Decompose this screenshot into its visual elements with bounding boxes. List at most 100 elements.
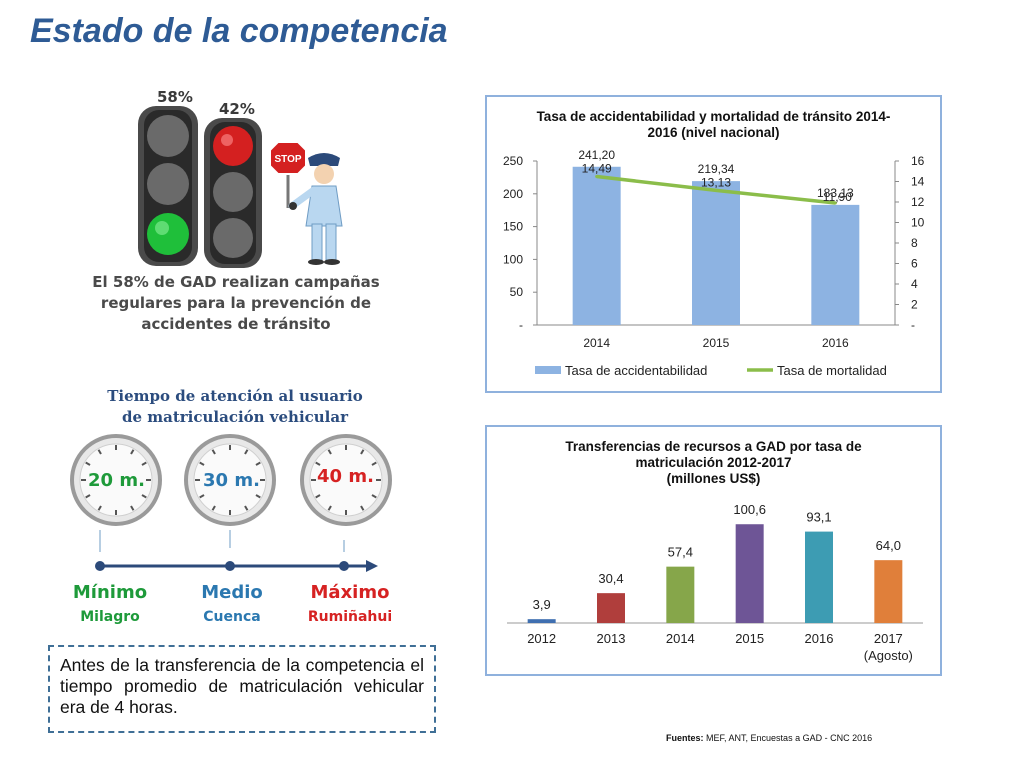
clock-tick [141, 494, 147, 499]
chart1-plot: - 50 100 150 200 250 - 2 4 6 8 10 12 14 16 241,20 2014 21… [503, 148, 925, 378]
chart2-x-tick-label: 2017 [874, 631, 903, 646]
stop-sign-label: STOP [274, 154, 301, 165]
clock-tick [130, 505, 135, 511]
clock-tick [97, 449, 102, 455]
clocks-illustration [70, 434, 392, 572]
chart2-bar [527, 619, 556, 623]
chart2-bar [805, 531, 833, 623]
chart1-legend-bar-swatch [535, 366, 561, 374]
chart1-x-tick-label: 2016 [822, 336, 849, 350]
clock-tick [327, 505, 332, 511]
chart2-bar [666, 566, 695, 623]
chart1-line-label: 14,49 [582, 161, 612, 175]
chart2-bar [597, 593, 625, 623]
sources-note: Fuentes: MEF, ANT, Encuestas a GAD - CNC… [666, 733, 872, 743]
chart1-bar [692, 181, 740, 325]
chart1-bar-label: 241,20 [578, 148, 615, 162]
traffic-light-red [204, 118, 262, 268]
chart1-bar [811, 204, 860, 325]
chart1-y-right-tick-label: 4 [911, 277, 918, 291]
clock-tick [371, 461, 377, 466]
note-box: Antes de la transferencia de la competen… [48, 645, 436, 733]
chart1-y-left-tick-label: 150 [503, 220, 523, 234]
level-min-city: Milagro [80, 609, 140, 625]
clock-tick [211, 449, 216, 455]
clock-icon-medio [184, 434, 276, 526]
chart-accident-mortality: Tasa de accidentabilidad y mortalidad de… [485, 95, 942, 393]
chart1-y-left-tick-label: 250 [503, 154, 523, 168]
clock-tick [199, 494, 205, 499]
chart-transfers: Transferencias de recursos a GAD por tas… [485, 425, 942, 676]
level-medio-name: Medio [201, 582, 263, 603]
chart2-bar-label: 3,9 [533, 597, 551, 612]
chart2-title-line2: matriculación 2012-2017 [635, 455, 792, 470]
sources-label: Fuentes: [666, 733, 704, 743]
chart1-y-right-tick-label: 8 [911, 236, 918, 250]
clock-tick [244, 505, 249, 511]
clock-icon-min [70, 434, 162, 526]
clock-tick [85, 494, 91, 499]
chart2-x-tick-label: 2016 [805, 631, 834, 646]
chart1-y-right-tick-label: 6 [911, 257, 918, 271]
chart2-title-line1: Transferencias de recursos a GAD por tas… [565, 439, 862, 454]
level-medio: Medio Cuenca [177, 582, 287, 625]
clock-tick [130, 449, 135, 455]
level-max-name: Máximo [310, 582, 390, 603]
chart1-legend-bar-label: Tasa de accidentabilidad [565, 363, 707, 378]
chart1-bar-label: 183,13 [817, 186, 854, 200]
chart1-line-label: 13,13 [701, 175, 731, 189]
chart2-title-line3: (millones US$) [666, 471, 761, 486]
chart1-title-text: Tasa de accidentabilidad y mortalidad de… [536, 109, 891, 140]
stop-sign-icon: STOP [269, 141, 307, 208]
chart1-y-left-tick-label: 50 [510, 285, 524, 299]
clock-time-min: 20 m. [88, 470, 145, 491]
clock-tick [85, 461, 91, 466]
clock-time-medio: 30 m. [203, 470, 260, 491]
clock-tick [199, 461, 205, 466]
chart2-bar [735, 524, 764, 623]
chart1-y-left-tick-label: 200 [503, 187, 523, 201]
chart1-y-right-tick-label: 14 [911, 175, 925, 189]
clock-tick [211, 505, 216, 511]
chart1-line-point [833, 201, 837, 205]
chart1-title: Tasa de accidentabilidad y mortalidad de… [487, 109, 940, 141]
chart2-bar-label: 30,4 [598, 571, 623, 586]
chart1-y-right-tick-label: 2 [911, 298, 918, 312]
chart2-bar-label: 64,0 [876, 538, 901, 553]
police-officer-icon [288, 153, 343, 265]
timeline-arrow [95, 530, 378, 572]
attention-time-title: Tiempo de atención al usuario de matricu… [107, 387, 363, 426]
clock-tick [360, 449, 365, 455]
level-min-name: Mínimo [72, 582, 148, 603]
chart2-x-tick-sublabel: (Agosto) [864, 648, 913, 663]
chart1-legend-line-label: Tasa de mortalidad [777, 363, 887, 378]
chart1-bar-label: 219,34 [698, 162, 735, 176]
clock-tick [360, 505, 365, 511]
clock-tick [371, 494, 377, 499]
page-title: Estado de la competencia [30, 12, 448, 50]
chart1-y-right-tick-label: 10 [911, 216, 925, 230]
chart2-bar-label: 93,1 [806, 510, 831, 525]
clock-tick [327, 449, 332, 455]
chart1-y-right-tick-label: 12 [911, 195, 925, 209]
level-min: Mínimo Milagro [55, 582, 165, 625]
chart1-y-right-tick-label: 16 [911, 154, 925, 168]
chart2-plot: 3,9 2012 30,4 2013 57,4 2014 100,6 2015 93,1 2016… [507, 502, 923, 663]
campaign-text: El 58% de GAD realizan campañas regulare… [92, 273, 380, 333]
chart1-y-right-tick-label: - [911, 318, 915, 332]
chart2-x-tick-label: 2014 [666, 631, 695, 646]
level-medio-city: Cuenca [203, 609, 261, 625]
chart1-x-tick-label: 2014 [583, 336, 610, 350]
traffic-light-green [138, 106, 198, 266]
chart2-x-tick-label: 2012 [527, 631, 556, 646]
clock-time-max: 40 m. [317, 466, 374, 487]
chart2-title: Transferencias de recursos a GAD por tas… [487, 439, 940, 487]
clock-tick [255, 494, 261, 499]
chart2-bar [874, 560, 903, 623]
chart2-bar-label: 57,4 [668, 545, 693, 560]
clock-tick [315, 461, 321, 466]
chart1-y-left-tick-label: - [519, 318, 523, 332]
chart1-line-point [714, 188, 718, 192]
green-percentage: 58% [157, 88, 193, 106]
chart2-x-tick-label: 2013 [597, 631, 626, 646]
